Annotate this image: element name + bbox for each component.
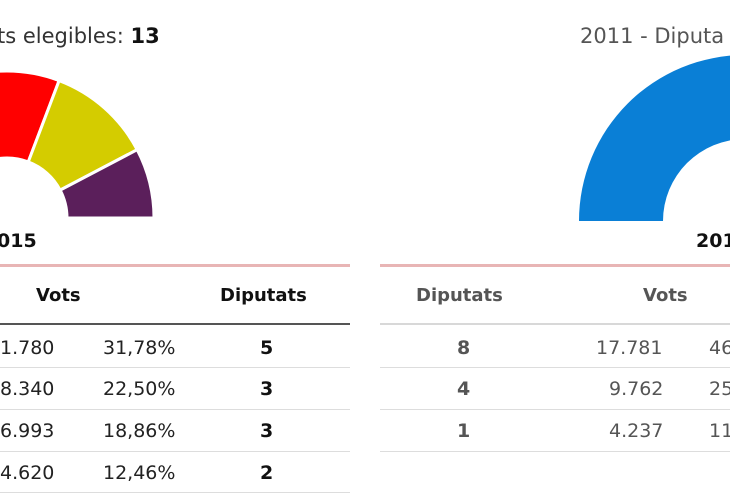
row-divider: [380, 409, 730, 410]
hemicycle-2015: [0, 69, 156, 220]
history-chart-title: 2011 - Diputa: [580, 24, 725, 48]
eligible-seats-text: ts elegibles:: [0, 24, 124, 48]
votes-cell: 4.237: [609, 420, 664, 442]
votes-cell: 4.620: [0, 462, 55, 484]
hemicycle-2011: [579, 55, 730, 221]
header-divider-2011: [380, 323, 730, 325]
percent-cell: 11: [709, 420, 730, 442]
seats-cell: 2: [260, 462, 274, 484]
year-label-2011: 201: [696, 230, 730, 252]
percent-cell: 18,86%: [103, 420, 176, 442]
eligible-seats-label: ts elegibles: 13: [0, 24, 160, 48]
percent-cell: 22,50%: [103, 378, 176, 400]
col-header-votes-2011: Vots: [643, 285, 688, 306]
header-divider-2015: [0, 323, 350, 325]
percent-cell: 46: [709, 337, 730, 359]
col-header-votes-2015: Vots: [36, 285, 81, 306]
votes-cell: 1.780: [0, 337, 55, 359]
seats-cell: 5: [260, 337, 274, 359]
votes-cell: 8.340: [0, 378, 55, 400]
row-divider: [380, 367, 730, 368]
votes-cell: 6.993: [0, 420, 55, 442]
percent-cell: 12,46%: [103, 462, 176, 484]
seats-cell: 4: [457, 378, 471, 400]
col-header-seats-2011: Diputats: [416, 285, 503, 306]
row-divider: [0, 492, 350, 493]
percent-cell: 25: [709, 378, 730, 400]
row-divider: [0, 409, 350, 410]
seats-cell: 8: [457, 337, 471, 359]
hemicycle-slice: [579, 55, 730, 221]
results-rule-2015: [0, 264, 350, 267]
seats-cell: 3: [260, 420, 274, 442]
col-header-seats-2015: Diputats: [220, 285, 307, 306]
hemicycle-slice: [58, 147, 156, 220]
row-divider: [380, 451, 730, 452]
percent-cell: 31,78%: [103, 337, 176, 359]
eligible-seats-count: 13: [130, 24, 160, 48]
results-rule-2011: [380, 264, 730, 267]
seats-cell: 3: [260, 378, 274, 400]
seats-cell: 1: [457, 420, 471, 442]
row-divider: [0, 367, 350, 368]
row-divider: [0, 451, 350, 452]
votes-cell: 9.762: [609, 378, 664, 400]
year-label-2015: 015: [0, 230, 37, 252]
votes-cell: 17.781: [596, 337, 663, 359]
